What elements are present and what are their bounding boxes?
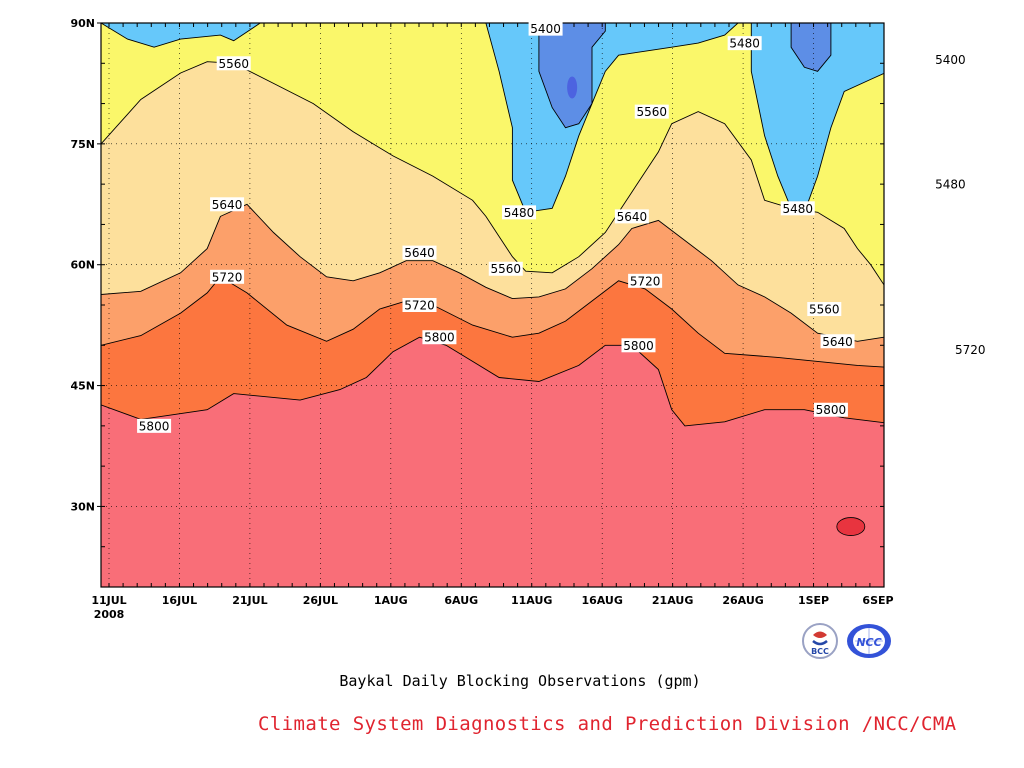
contour-label-bg-18 xyxy=(422,330,457,345)
x-tick-label-5: 6AUG xyxy=(444,594,478,607)
contour-line-5800-0 xyxy=(101,336,884,427)
contour-label-bg-12 xyxy=(210,269,245,284)
x-tick-label-6: 11AUG xyxy=(511,594,552,607)
y-tick-label-2: 60N xyxy=(70,259,95,272)
contour-label-4: 5560 xyxy=(636,105,667,119)
contour-label-bg-0 xyxy=(528,21,563,36)
contour-label-bg-6 xyxy=(502,205,537,220)
contour-label-13: 5720 xyxy=(630,274,661,288)
contour-label-19: 5800 xyxy=(623,339,654,353)
x-tick-label-11: 6SEP xyxy=(862,594,893,607)
contour-line-5400-7 xyxy=(538,23,606,129)
fill-band-5400-0 xyxy=(538,23,606,128)
contour-line-5480-4 xyxy=(485,23,739,213)
contour-label-21: 5800 xyxy=(816,403,847,417)
chart-title: Baykal Daily Blocking Observations (gpm) xyxy=(339,672,701,690)
contour-label-bg-19 xyxy=(621,338,656,353)
contour-label-8: 5640 xyxy=(212,198,243,212)
svg-text:NCC: NCC xyxy=(856,636,881,649)
contour-line-5480-6 xyxy=(101,23,261,48)
contour-lines xyxy=(101,23,884,427)
contour-label-5: 5480 xyxy=(935,178,966,192)
contour-label-bg-14 xyxy=(402,298,437,312)
x-tick-label-4: 1AUG xyxy=(374,594,408,607)
contour-label-15: 5560 xyxy=(809,303,840,317)
x-tick-label-0: 11JUL xyxy=(91,594,126,607)
fill-core-low xyxy=(567,76,578,99)
axis-ticks: 30N 45N 60N 75N 90N 11JUL 16JUL 21JUL 26JUL 1AUG 6… xyxy=(70,17,893,621)
contour-label-11: 5560 xyxy=(490,262,521,276)
contour-label-bg-3 xyxy=(216,56,251,71)
contour-label-bg-16 xyxy=(820,334,855,349)
contour-label-bg-4 xyxy=(634,104,669,119)
contour-label-2: 5400 xyxy=(935,53,966,67)
fill-band-5560 xyxy=(101,23,884,285)
contour-line-5560-3 xyxy=(101,61,884,286)
contour-label-6: 5480 xyxy=(504,206,535,220)
contour-label-16: 5640 xyxy=(822,335,853,349)
fill-core-high xyxy=(836,517,866,536)
ncc-logo: NCC xyxy=(846,622,894,660)
contour-label-bg-17 xyxy=(953,342,988,357)
contour-label-20: 5800 xyxy=(139,419,170,433)
contour-label-bg-21 xyxy=(813,402,848,417)
fill-band-5480-2 xyxy=(101,23,261,48)
fill-band-5480-1 xyxy=(751,23,884,213)
y-tick-label-4: 90N xyxy=(70,17,95,30)
contour-label-1: 5480 xyxy=(729,37,760,51)
contour-label-bg-8 xyxy=(210,197,245,212)
contour-labels: 5400 5480 5400 5560 5560 5480 5480 5480 5640 5640… xyxy=(137,21,988,433)
y-tick-label-1: 45N xyxy=(70,380,95,393)
svg-text:BCC: BCC xyxy=(811,647,829,656)
contour-line-5480-5 xyxy=(750,23,884,213)
x-tick-label-3: 26JUL xyxy=(303,594,338,607)
x-tick-label-8: 21AUG xyxy=(652,594,693,607)
y-tick-label-0: 30N xyxy=(70,500,95,513)
contour-fills xyxy=(101,23,884,587)
x-tick-label-7: 16AUG xyxy=(581,594,622,607)
contour-label-14: 5720 xyxy=(404,299,435,313)
credit-text: Climate System Diagnostics and Predictio… xyxy=(258,713,957,735)
contour-label-bg-9 xyxy=(614,209,649,224)
contour-line-5400-8 xyxy=(790,23,832,72)
contour-label-9: 5640 xyxy=(617,210,648,224)
contour-label-0: 5400 xyxy=(530,22,561,36)
contour-label-bg-20 xyxy=(137,418,172,433)
contour-label-bg-11 xyxy=(488,261,523,276)
contour-label-bg-10 xyxy=(402,245,437,260)
contour-label-bg-15 xyxy=(807,302,842,317)
contour-label-10: 5640 xyxy=(404,246,435,260)
contour-label-bg-7 xyxy=(780,201,815,216)
fill-band-5400-1 xyxy=(791,23,831,72)
contour-label-7: 5480 xyxy=(782,202,813,216)
contour-label-18: 5800 xyxy=(424,331,455,345)
contour-line-5640-2 xyxy=(101,203,884,342)
x-tick-label-1: 16JUL xyxy=(162,594,197,607)
x-tick-label-10: 1SEP xyxy=(798,594,829,607)
contour-label-bg-2 xyxy=(933,52,968,67)
y-tick-label-3: 75N xyxy=(70,138,95,151)
grid-lines xyxy=(101,23,884,587)
contour-label-17: 5720 xyxy=(955,343,986,357)
contour-label-12: 5720 xyxy=(212,270,243,284)
contour-label-bg-1 xyxy=(727,36,762,51)
bcc-logo: BCC xyxy=(801,622,845,660)
x-tick-label-2: 21JUL xyxy=(232,594,267,607)
contour-label-bg-5 xyxy=(933,177,968,192)
contour-label-bg-13 xyxy=(628,273,663,288)
contour-line-5720-1 xyxy=(101,276,884,368)
x-year-label: 2008 xyxy=(94,608,125,621)
x-tick-label-9: 26AUG xyxy=(722,594,763,607)
contour-label-3: 5560 xyxy=(218,57,249,71)
